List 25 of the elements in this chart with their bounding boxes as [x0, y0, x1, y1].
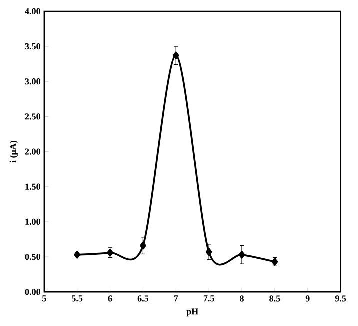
x-tick-label: 7 [174, 295, 178, 302]
y-tick-label: 0.00 [25, 288, 40, 295]
x-tick-label: 9.5 [335, 295, 346, 302]
y-tick-label: 3.50 [25, 43, 40, 50]
x-tick-label: 6 [108, 295, 112, 302]
y-tick-label: 0.50 [25, 254, 40, 260]
point [172, 52, 180, 60]
x-tick-label: 5.5 [72, 295, 83, 302]
x-tick-label: 8.5 [270, 295, 280, 302]
y-tick-label: 2.50 [25, 113, 40, 120]
x-tick-label: 7.5 [204, 295, 214, 302]
y-tick-label: 1.50 [26, 184, 40, 190]
y-tick-label: 3.00 [25, 78, 40, 84]
y-axis-title: i (μA) [10, 140, 18, 163]
x-tick-label: 5 [42, 295, 46, 302]
y-tick-label: 1.00 [26, 218, 40, 225]
x-tick-label: 6.5 [138, 295, 149, 302]
point [206, 248, 212, 256]
point [140, 242, 146, 250]
y-tick-label: 4.00 [25, 8, 40, 14]
x-tick-label: 9 [306, 295, 310, 302]
y-tick-label: 2.00 [25, 148, 40, 155]
point [238, 250, 246, 259]
x-tick-label: 8 [240, 295, 244, 302]
x-axis-title: pH [186, 308, 198, 316]
